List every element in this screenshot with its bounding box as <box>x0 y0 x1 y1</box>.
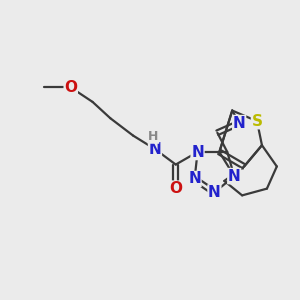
Text: N: N <box>228 169 241 184</box>
Text: N: N <box>208 185 221 200</box>
Text: H: H <box>148 130 159 143</box>
Text: N: N <box>191 145 204 160</box>
Text: N: N <box>188 172 201 187</box>
Text: O: O <box>64 80 77 95</box>
Text: N: N <box>233 116 245 130</box>
Text: S: S <box>251 114 262 129</box>
Text: O: O <box>169 181 182 196</box>
Text: N: N <box>148 142 161 157</box>
